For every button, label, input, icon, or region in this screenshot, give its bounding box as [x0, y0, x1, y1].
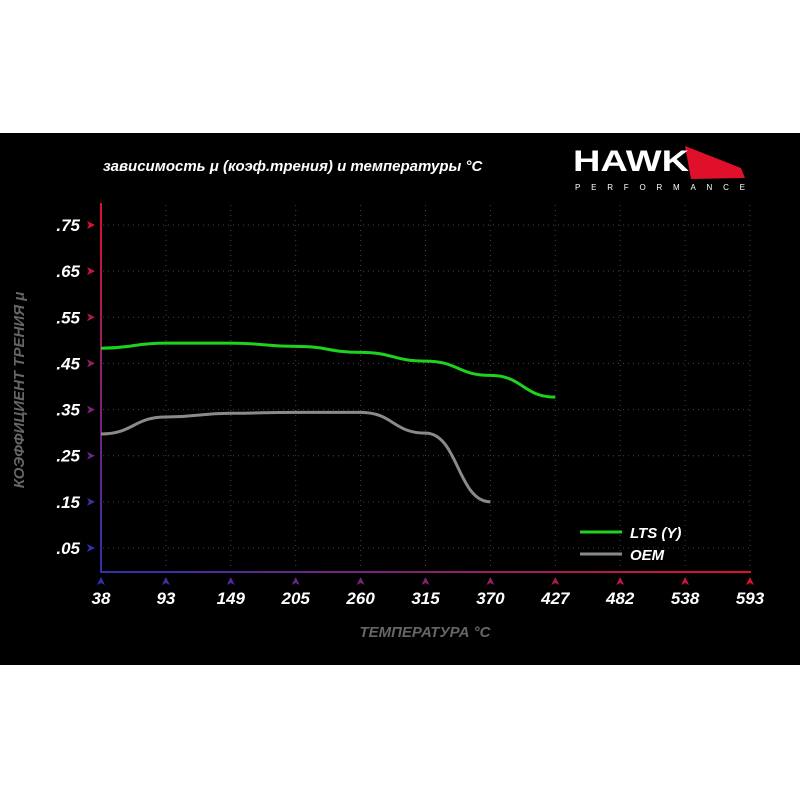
- chart-title: зависимость μ (коэф.трения) и температур…: [103, 158, 483, 175]
- y-tick-label: .65: [56, 262, 80, 281]
- x-tick-arrow: [226, 577, 235, 585]
- series-line-0: [100, 341, 556, 399]
- x-tick-label: 427: [540, 589, 571, 608]
- x-tick-arrow: [97, 577, 105, 585]
- y-tick-arrow: [87, 497, 95, 506]
- y-tick-arrow: [87, 267, 95, 276]
- chart-panel: [0, 133, 800, 665]
- x-tick-arrow: [551, 577, 560, 585]
- x-axis-label: ТЕМПЕРАТУРА °C: [359, 624, 491, 641]
- x-tick-label: 38: [92, 589, 111, 608]
- x-tick-arrow: [291, 577, 300, 585]
- series-line-1: [100, 410, 491, 504]
- x-axis-line: [100, 571, 751, 573]
- x-tick-label: 205: [281, 589, 311, 608]
- hawk-logo: HAWK PERFORMANCE: [573, 146, 745, 192]
- x-tick-label: 315: [411, 589, 440, 608]
- x-tick-arrow: [161, 577, 170, 585]
- x-tick-label: 482: [605, 589, 635, 608]
- y-tick-arrow: [87, 221, 95, 229]
- y-tick-label: .15: [56, 493, 80, 512]
- y-tick-label: .75: [56, 216, 80, 235]
- y-tick-arrow: [87, 451, 95, 460]
- y-tick-arrow: [87, 405, 95, 414]
- y-tick-label: .05: [56, 539, 80, 558]
- x-tick-arrow: [421, 577, 430, 585]
- y-tick-arrow: [87, 359, 95, 368]
- x-tick-label: 149: [217, 589, 246, 608]
- y-tick-label: .35: [56, 401, 80, 420]
- x-tick-arrow: [616, 577, 625, 585]
- svg-text:PERFORMANCE: PERFORMANCE: [575, 183, 745, 192]
- svg-text:HAWK: HAWK: [573, 146, 689, 178]
- legend-label-0: LTS (Y): [630, 525, 681, 542]
- y-tick-arrow: [87, 313, 95, 322]
- y-tick-arrow: [87, 544, 95, 552]
- y-tick-label: .55: [56, 308, 80, 327]
- y-axis-line: [100, 203, 102, 573]
- x-tick-label: 538: [671, 589, 700, 608]
- x-tick-arrow: [486, 577, 495, 585]
- y-axis-label: КОЭФФИЦИЕНТ ТРЕНИЯ μ: [11, 292, 28, 489]
- x-tick-label: 593: [736, 589, 765, 608]
- y-tick-label: .45: [56, 354, 80, 373]
- x-tick-label: 370: [476, 589, 505, 608]
- x-tick-arrow: [681, 577, 690, 585]
- y-tick-label: .25: [56, 447, 80, 466]
- x-tick-label: 260: [345, 589, 375, 608]
- x-tick-arrow: [356, 577, 365, 585]
- legend-label-1: OEM: [630, 547, 665, 564]
- x-tick-label: 93: [156, 589, 175, 608]
- x-tick-arrow: [746, 577, 754, 585]
